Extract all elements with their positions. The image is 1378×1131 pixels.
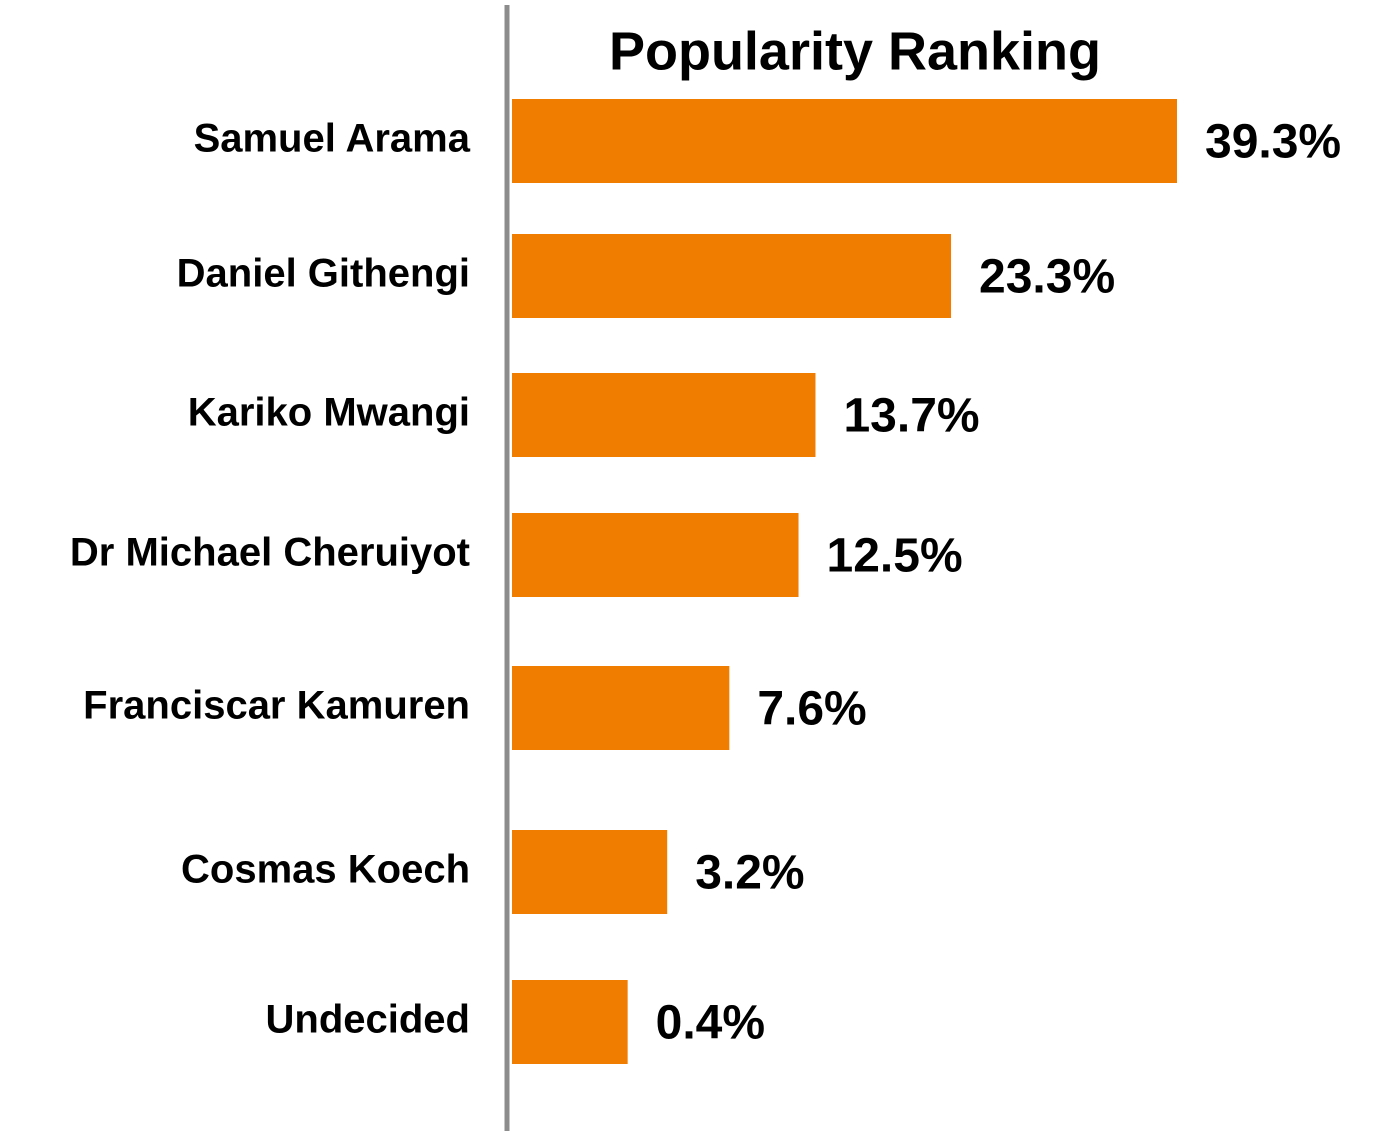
value-label: 0.4% — [656, 997, 765, 1050]
category-label: Cosmas Koech — [181, 848, 470, 892]
value-label: 7.6% — [757, 683, 866, 736]
chart-title: Popularity Ranking — [609, 21, 1101, 81]
category-label: Undecided — [266, 998, 470, 1042]
value-label: 13.7% — [843, 390, 979, 443]
value-label: 12.5% — [827, 530, 963, 583]
bar — [512, 234, 952, 318]
category-label: Dr Michael Cheruiyot — [70, 531, 470, 575]
value-label: 3.2% — [695, 847, 804, 900]
value-label: 23.3% — [979, 251, 1115, 304]
bar — [512, 980, 628, 1064]
bar — [512, 99, 1177, 183]
category-label: Samuel Arama — [194, 117, 471, 161]
bar — [512, 373, 816, 457]
category-label: Franciscar Kamuren — [83, 684, 470, 728]
bar — [512, 830, 668, 914]
bar — [512, 666, 730, 750]
value-label: 39.3% — [1205, 116, 1341, 169]
category-label: Daniel Githengi — [177, 252, 470, 296]
category-label: Kariko Mwangi — [188, 391, 470, 435]
bar — [512, 513, 799, 597]
